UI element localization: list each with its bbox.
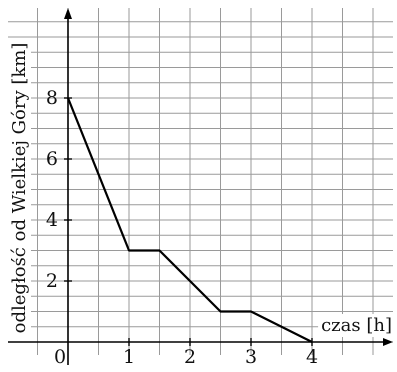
y-tick-label: 2 <box>46 270 58 292</box>
y-tick-label: 6 <box>46 148 58 170</box>
grid <box>8 8 393 355</box>
x-tick-label: 3 <box>245 346 257 367</box>
x-tick-label: 0 <box>54 346 66 367</box>
y-tick-label: 8 <box>46 87 58 109</box>
x-tick-label: 1 <box>123 346 135 367</box>
y-axis-label: odległość od Wielkiej Góry [km] <box>9 43 30 334</box>
y-tick-label: 4 <box>46 209 58 231</box>
x-axis-arrow <box>383 338 393 346</box>
y-axis-arrow <box>64 8 72 19</box>
x-tick-label: 4 <box>306 346 318 367</box>
x-tick-label: 2 <box>184 346 196 367</box>
x-axis-label: czas [h] <box>321 315 392 336</box>
